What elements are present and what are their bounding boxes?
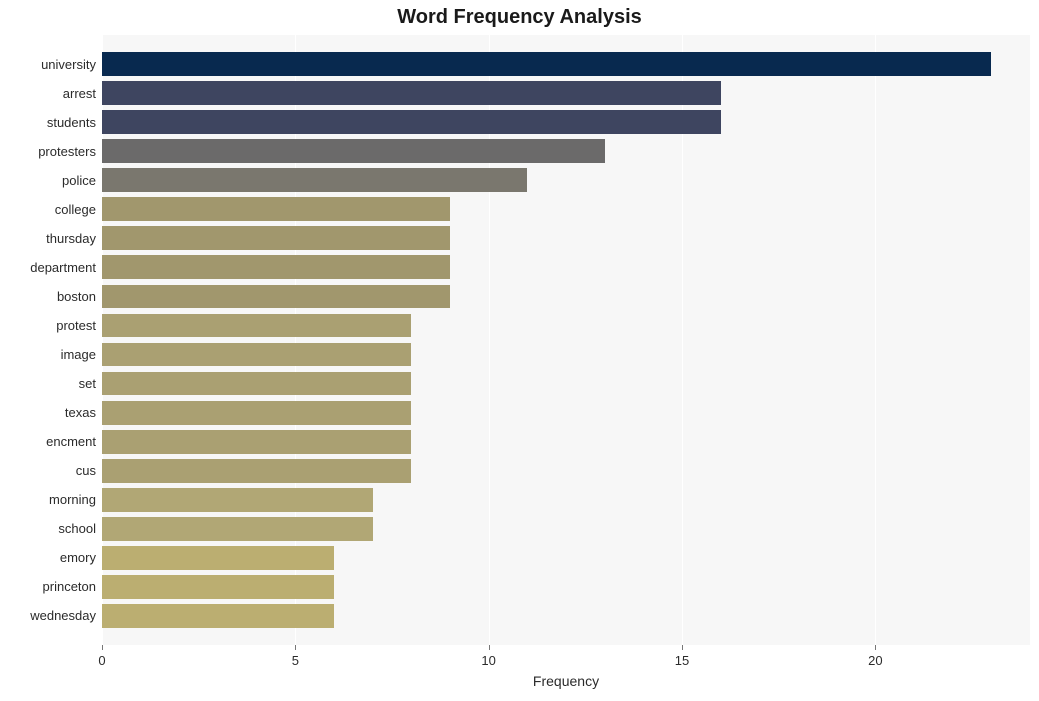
y-tick-label: arrest [63,87,96,100]
bar [102,139,605,163]
bar [102,285,450,309]
y-tick-label: image [61,348,96,361]
y-tick-label: department [30,261,96,274]
y-tick-label: protesters [38,145,96,158]
y-tick-label: university [41,58,96,71]
y-tick-label: cus [76,464,96,477]
x-tick-mark [489,645,490,650]
bar [102,372,411,396]
bar [102,197,450,221]
bar [102,546,334,570]
x-tick-mark [875,645,876,650]
bar [102,575,334,599]
bar [102,81,721,105]
x-axis-label: Frequency [102,673,1030,689]
y-tick-label: school [58,522,96,535]
y-tick-label: morning [49,493,96,506]
bar [102,604,334,628]
y-tick-label: encment [46,435,96,448]
bar [102,110,721,134]
x-tick-label: 20 [868,653,882,668]
y-tick-label: protest [56,319,96,332]
bar [102,168,527,192]
y-tick-label: emory [60,551,96,564]
word-frequency-chart: Word Frequency Analysis Frequency univer… [0,0,1039,701]
y-tick-label: set [79,377,96,390]
x-tick-mark [102,645,103,650]
bar [102,314,411,338]
x-tick-label: 10 [481,653,495,668]
plot-area [102,35,1030,645]
bar [102,255,450,279]
y-tick-label: texas [65,406,96,419]
x-tick-mark [295,645,296,650]
bar [102,226,450,250]
bar [102,430,411,454]
bar [102,52,991,76]
y-tick-label: police [62,174,96,187]
bar [102,459,411,483]
x-tick-mark [682,645,683,650]
y-tick-label: thursday [46,232,96,245]
bar [102,488,373,512]
x-tick-label: 0 [98,653,105,668]
bar [102,517,373,541]
y-tick-label: students [47,116,96,129]
bar [102,343,411,367]
x-tick-label: 5 [292,653,299,668]
y-tick-label: college [55,203,96,216]
bar [102,401,411,425]
x-tick-label: 15 [675,653,689,668]
y-tick-label: boston [57,290,96,303]
y-tick-label: princeton [43,580,96,593]
chart-title: Word Frequency Analysis [0,6,1039,29]
y-tick-label: wednesday [30,609,96,622]
gridline [875,35,876,645]
